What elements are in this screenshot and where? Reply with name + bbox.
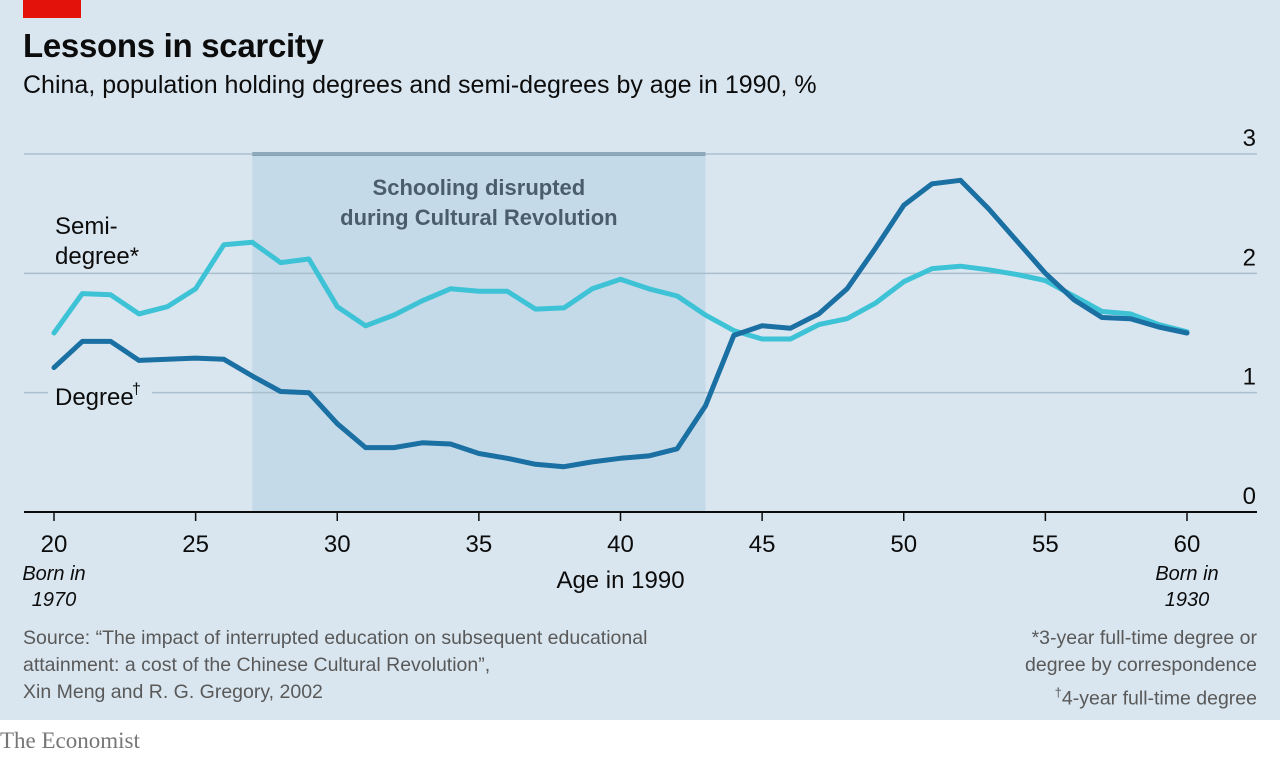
x-tick-label: 20	[41, 531, 68, 558]
chart-title: Lessons in scarcity	[23, 27, 324, 64]
x-tick-label: 60	[1174, 531, 1201, 558]
x-tick-label: 35	[466, 531, 493, 558]
semi-degree-series-label: degree*	[55, 243, 139, 270]
degree-series-label: Degree	[55, 384, 134, 411]
source-line: Source: “The impact of interrupted educa…	[23, 627, 648, 649]
annotations: Born in 1970 Born in 1930 Semi-degree* Degree…	[22, 213, 1218, 611]
line-chart: Schooling disrupted during Cultural Revol…	[22, 125, 1257, 611]
born-1970-label: Born in	[22, 563, 85, 585]
footnote-line: degree by correspondence	[1025, 654, 1257, 676]
x-tick-label: 25	[182, 531, 209, 558]
degree-dagger-mark: †	[132, 381, 141, 398]
gridlines	[24, 153, 1257, 394]
source-line: attainment: a cost of the Chinese Cultur…	[23, 654, 491, 676]
shaded-region-label-line: during Cultural Revolution	[340, 205, 617, 230]
x-tick-label: 30	[324, 531, 351, 558]
series-lines	[51, 177, 1190, 470]
x-tick-label: 40	[607, 531, 634, 558]
brand-red-bar	[23, 0, 81, 18]
dagger-mark: †	[1054, 685, 1062, 700]
source-note: Source: “The impact of interrupted educa…	[23, 625, 647, 706]
y-tick-label: 3	[1243, 125, 1256, 152]
source-line: Xin Meng and R. G. Gregory, 2002	[23, 681, 323, 703]
footnotes: *3-year full-time degree or degree by co…	[1025, 625, 1257, 713]
economist-logo: The Economist	[0, 728, 140, 753]
y-tick-label: 0	[1243, 483, 1256, 510]
y-tick-label: 2	[1243, 244, 1256, 271]
born-1930-label: Born in	[1155, 563, 1218, 585]
degree-label-background	[48, 380, 152, 412]
x-axis: 20 25 30 35 40 45 50 55 60 Age in 1990	[24, 511, 1257, 594]
semi-degree-line	[51, 239, 1190, 342]
y-tick-labels: 0 1 2 3	[1243, 125, 1256, 510]
y-tick-label: 1	[1243, 364, 1256, 391]
footnote-line: †4-year full-time degree	[1054, 685, 1257, 710]
shaded-region-label-line: Schooling disrupted	[373, 175, 586, 200]
born-1970-label: 1970	[32, 589, 77, 611]
chart-subtitle: China, population holding degrees and se…	[23, 71, 817, 99]
semi-degree-series-label: Semi-	[55, 213, 118, 240]
degree-line	[51, 177, 1190, 470]
footnote-line: *3-year full-time degree or	[1031, 627, 1257, 649]
x-tick-label: 50	[890, 531, 917, 558]
shaded-region-label: Schooling disrupted during Cultural Revol…	[340, 175, 617, 230]
born-1930-label: 1930	[1165, 589, 1210, 611]
x-axis-label: Age in 1990	[556, 567, 684, 594]
x-tick-label: 45	[749, 531, 776, 558]
x-tick-label: 55	[1032, 531, 1059, 558]
